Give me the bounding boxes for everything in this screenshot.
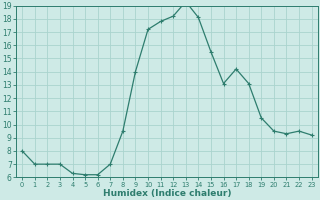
X-axis label: Humidex (Indice chaleur): Humidex (Indice chaleur) [103, 189, 231, 198]
